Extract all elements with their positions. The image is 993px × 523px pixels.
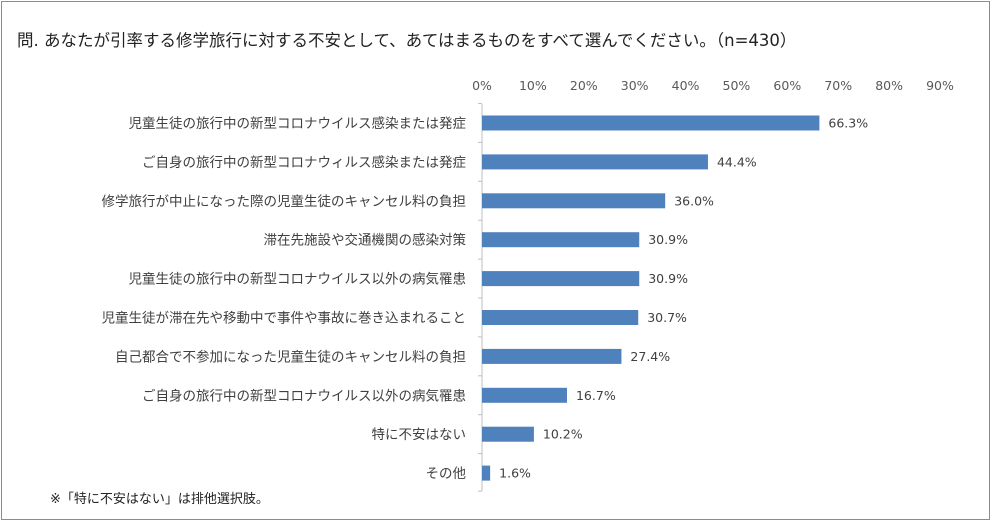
data-label: 1.6% (499, 466, 531, 481)
data-label: 30.9% (648, 232, 688, 247)
x-tick-label: 50% (723, 78, 751, 93)
data-label: 44.4% (717, 154, 757, 169)
data-label: 30.9% (648, 271, 688, 286)
bar (482, 232, 640, 248)
category-label: 修学旅行が中止になった際の児童生徒のキャンセル料の負担 (102, 193, 467, 210)
x-tick-label: 40% (672, 78, 700, 93)
bar (482, 154, 708, 170)
x-tick-label: 70% (824, 78, 852, 93)
bar (482, 115, 820, 131)
data-label: 27.4% (630, 349, 670, 364)
bar (482, 348, 622, 364)
x-tick-label: 80% (875, 78, 903, 93)
x-tick-label: 20% (570, 78, 598, 93)
category-label: 特に不安はない (372, 427, 467, 443)
category-label: ご自身の旅行中の新型コロナウイルス以外の病気罹患 (142, 388, 466, 404)
category-label: 児童生徒の旅行中の新型コロナウイルス以外の病気罹患 (129, 271, 467, 288)
bar (482, 271, 640, 287)
bar (482, 193, 666, 209)
bar (482, 387, 567, 403)
data-label: 36.0% (674, 193, 714, 208)
data-label: 16.7% (576, 388, 616, 403)
category-label: 児童生徒が滞在先や移動中で事件や事故に巻き込まれること (102, 310, 467, 327)
data-label: 66.3% (828, 116, 868, 131)
data-label: 10.2% (543, 427, 583, 442)
category-label: 児童生徒の旅行中の新型コロナウイルス感染または発症 (129, 115, 467, 132)
bar (482, 465, 491, 481)
chart-title: 問. あなたが引率する修学旅行に対する不安として、あてはまるものをすべて選んでく… (17, 31, 797, 50)
x-tick-label: 90% (926, 78, 954, 93)
category-label: 滞在先施設や交通機関の感染対策 (264, 232, 467, 249)
data-label: 30.7% (647, 310, 687, 325)
bar (482, 310, 639, 325)
x-tick-label: 30% (621, 78, 649, 93)
category-label: ご自身の旅行中の新型コロナウィルス感染または発症 (142, 154, 466, 171)
x-tick-label: 0% (472, 78, 492, 93)
category-label: 自己都合で不参加になった児童生徒のキャンセル料の負担 (115, 348, 466, 365)
bar (482, 426, 534, 442)
x-tick-label: 10% (519, 78, 547, 93)
chart-footnote: ※「特に不安はない」は排他選択肢。 (50, 492, 269, 507)
x-tick-label: 60% (773, 78, 801, 93)
category-label: その他 (426, 466, 467, 482)
